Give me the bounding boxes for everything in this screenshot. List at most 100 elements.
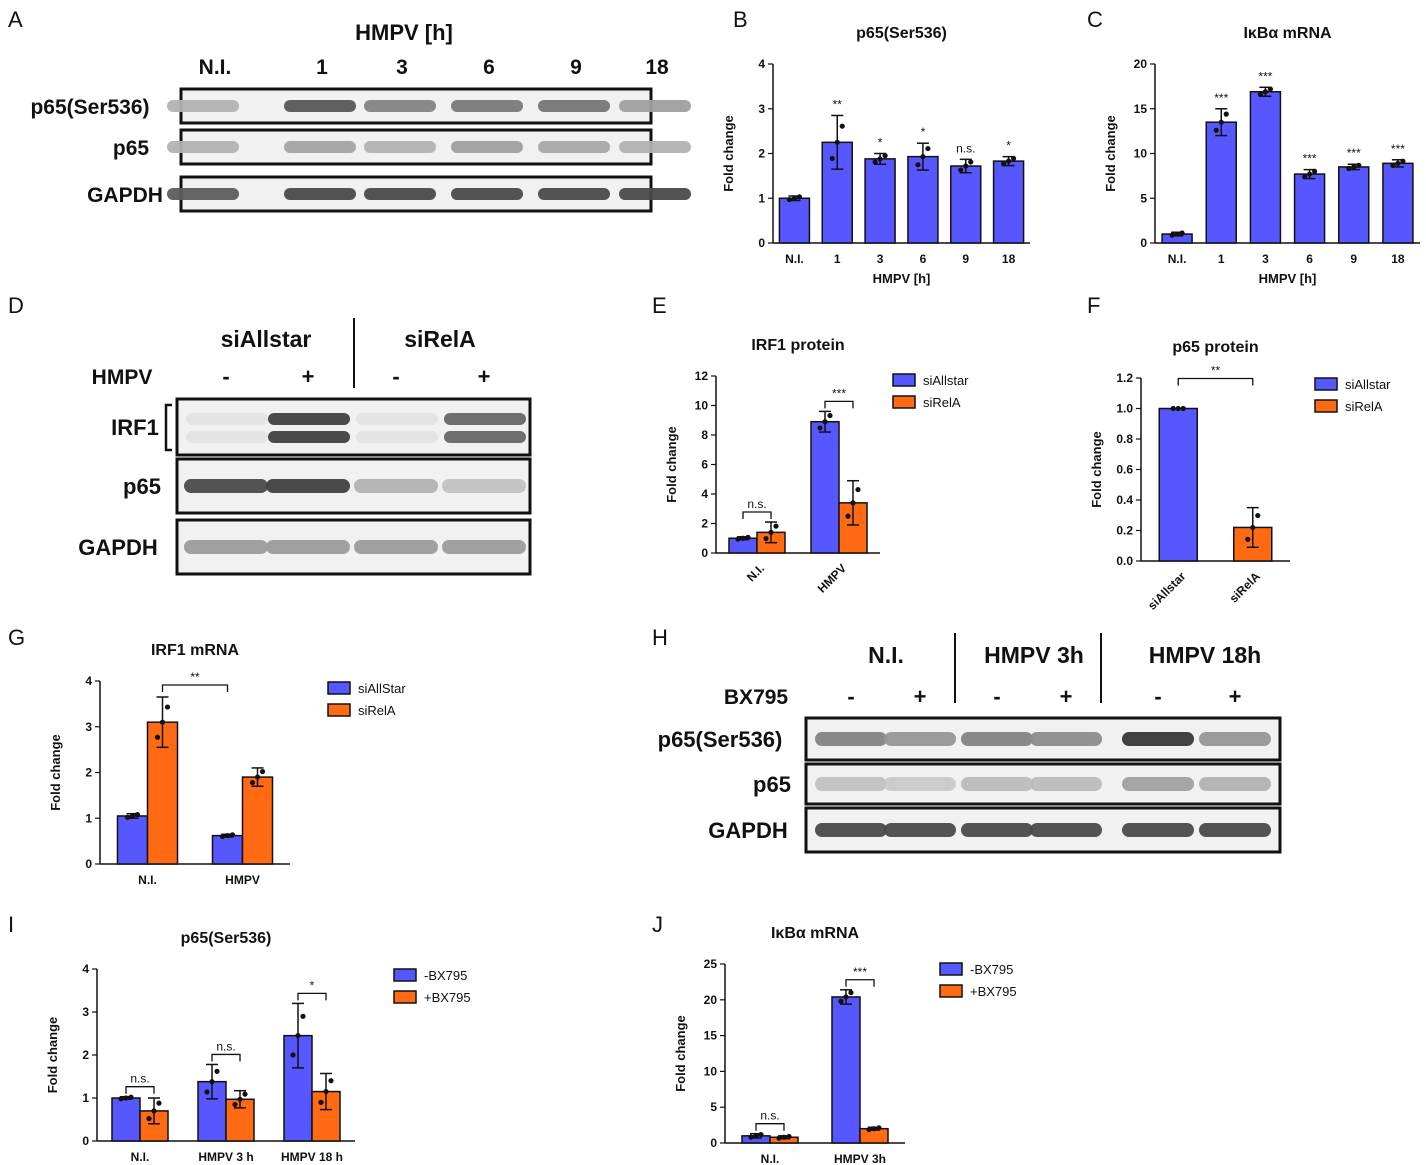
y-tick-label: 20 bbox=[1134, 57, 1148, 71]
y-axis-label: Fold change bbox=[664, 426, 679, 503]
data-point bbox=[781, 1134, 787, 1140]
significance-bracket bbox=[211, 1053, 241, 1062]
data-point bbox=[209, 1079, 215, 1085]
blot-band bbox=[538, 188, 610, 200]
chart-title: IRF1 protein bbox=[751, 337, 844, 354]
bar-HMPV 3h--BX795 bbox=[831, 996, 861, 1144]
blot-band bbox=[364, 100, 436, 112]
y-tick-label: 0 bbox=[710, 1136, 717, 1150]
chart-B: p65(Ser536) Fold change 0 1 2 3 4 N.I. 1 3 6 9 18 HMP… bbox=[721, 25, 1030, 286]
lane-label: 1 bbox=[316, 56, 328, 79]
data-point bbox=[300, 1013, 306, 1019]
chart-title: p65(Ser536) bbox=[181, 930, 272, 947]
significance-label: * bbox=[310, 978, 315, 992]
data-point bbox=[1257, 91, 1264, 98]
data-point bbox=[128, 1094, 134, 1100]
x-tick-label: N.I. bbox=[131, 1150, 150, 1164]
y-tick-label: 0.6 bbox=[1116, 463, 1133, 477]
data-point bbox=[242, 1091, 248, 1097]
significance-bracket bbox=[845, 979, 875, 987]
legend-swatch bbox=[1314, 399, 1338, 413]
blot-band bbox=[266, 540, 350, 554]
panel-letter-E: E bbox=[652, 293, 667, 318]
panel-letter-H: H bbox=[652, 625, 668, 650]
legend-label: siAllStar bbox=[358, 681, 406, 696]
blot-band bbox=[1030, 732, 1102, 746]
data-point bbox=[773, 523, 779, 529]
y-tick-label: 2 bbox=[85, 766, 92, 780]
x-tick-label: 9 bbox=[1350, 252, 1357, 266]
blot-row-label: p65 bbox=[753, 772, 791, 797]
data-point bbox=[249, 779, 256, 786]
blot-band bbox=[364, 141, 436, 153]
blot-band bbox=[354, 540, 438, 554]
bar-HMPV-siAllstar bbox=[810, 420, 840, 554]
bar-N.I.--BX795 bbox=[111, 1097, 141, 1142]
significance-label: *** bbox=[1347, 146, 1361, 160]
y-axis-label: Fold change bbox=[1103, 115, 1118, 192]
data-point bbox=[1351, 164, 1357, 170]
bar-1 bbox=[1205, 121, 1237, 244]
x-tick-label: HMPV 3 h bbox=[198, 1150, 253, 1164]
data-point bbox=[1223, 111, 1229, 117]
lane-label: 9 bbox=[570, 56, 582, 79]
blot-band bbox=[1199, 777, 1271, 791]
y-tick-label: 4 bbox=[85, 674, 92, 688]
y-axis-label: Fold change bbox=[673, 1015, 688, 1092]
y-tick-label: 15 bbox=[704, 1029, 718, 1043]
data-point bbox=[796, 194, 803, 200]
blot-band bbox=[619, 188, 691, 200]
significance-bracket bbox=[1177, 377, 1254, 386]
panel-letter-A: A bbox=[8, 7, 23, 32]
panel-letter-B: B bbox=[733, 7, 748, 32]
lane-label: 6 bbox=[483, 56, 495, 79]
data-point bbox=[1306, 171, 1313, 177]
data-point bbox=[124, 814, 131, 820]
legend-label: siRelA bbox=[358, 703, 396, 718]
data-point bbox=[915, 162, 921, 168]
data-point bbox=[1400, 158, 1406, 164]
blot-band bbox=[961, 823, 1033, 837]
data-point bbox=[156, 1100, 162, 1106]
treatment-label: HMPV bbox=[92, 366, 153, 389]
data-point bbox=[768, 529, 774, 535]
x-tick-label: 3 bbox=[877, 252, 884, 266]
blot-strip bbox=[175, 397, 532, 457]
significance-label: *** bbox=[832, 386, 846, 400]
blot-group-label: N.I. bbox=[868, 642, 904, 668]
bar-HMPV-siRelA bbox=[241, 776, 274, 865]
blot-row-label: GAPDH bbox=[708, 818, 787, 843]
panel-letter-D: D bbox=[8, 293, 24, 318]
y-tick-label: 8 bbox=[701, 428, 708, 442]
y-tick-label: 4 bbox=[82, 962, 89, 976]
blot-band bbox=[186, 413, 268, 425]
data-point bbox=[839, 123, 845, 129]
blot-band bbox=[268, 413, 350, 425]
data-point bbox=[1218, 119, 1224, 125]
data-point bbox=[763, 535, 769, 542]
data-point bbox=[164, 704, 171, 710]
x-axis-label: HMPV [h] bbox=[1259, 271, 1317, 286]
data-point bbox=[237, 1096, 243, 1102]
data-point bbox=[1301, 174, 1308, 180]
blot-band bbox=[442, 479, 526, 493]
blot-band bbox=[184, 540, 268, 554]
y-tick-label: 4 bbox=[701, 487, 708, 501]
y-tick-label: 2 bbox=[758, 147, 765, 161]
y-tick-label: 2 bbox=[82, 1048, 89, 1062]
data-point bbox=[1005, 158, 1012, 164]
y-tick-label: 10 bbox=[704, 1064, 718, 1078]
legend-swatch bbox=[939, 984, 963, 998]
blot-row-label: p65(Ser536) bbox=[658, 727, 783, 752]
blot-band bbox=[364, 188, 436, 200]
y-tick-label: 0 bbox=[85, 857, 92, 871]
x-tick-label: N.I. bbox=[138, 873, 157, 887]
significance-label: *** bbox=[1214, 91, 1228, 105]
data-point bbox=[963, 163, 969, 169]
data-point bbox=[850, 500, 856, 506]
significance-label: ** bbox=[833, 97, 843, 111]
blot-panel-A: HMPV [h] N.I. 1 3 6 9 18 p65(Ser536) p65 GAPDH bbox=[30, 20, 691, 213]
treatment-sign: + bbox=[1060, 684, 1073, 709]
data-point bbox=[786, 196, 793, 203]
y-tick-label: 10 bbox=[695, 399, 709, 413]
